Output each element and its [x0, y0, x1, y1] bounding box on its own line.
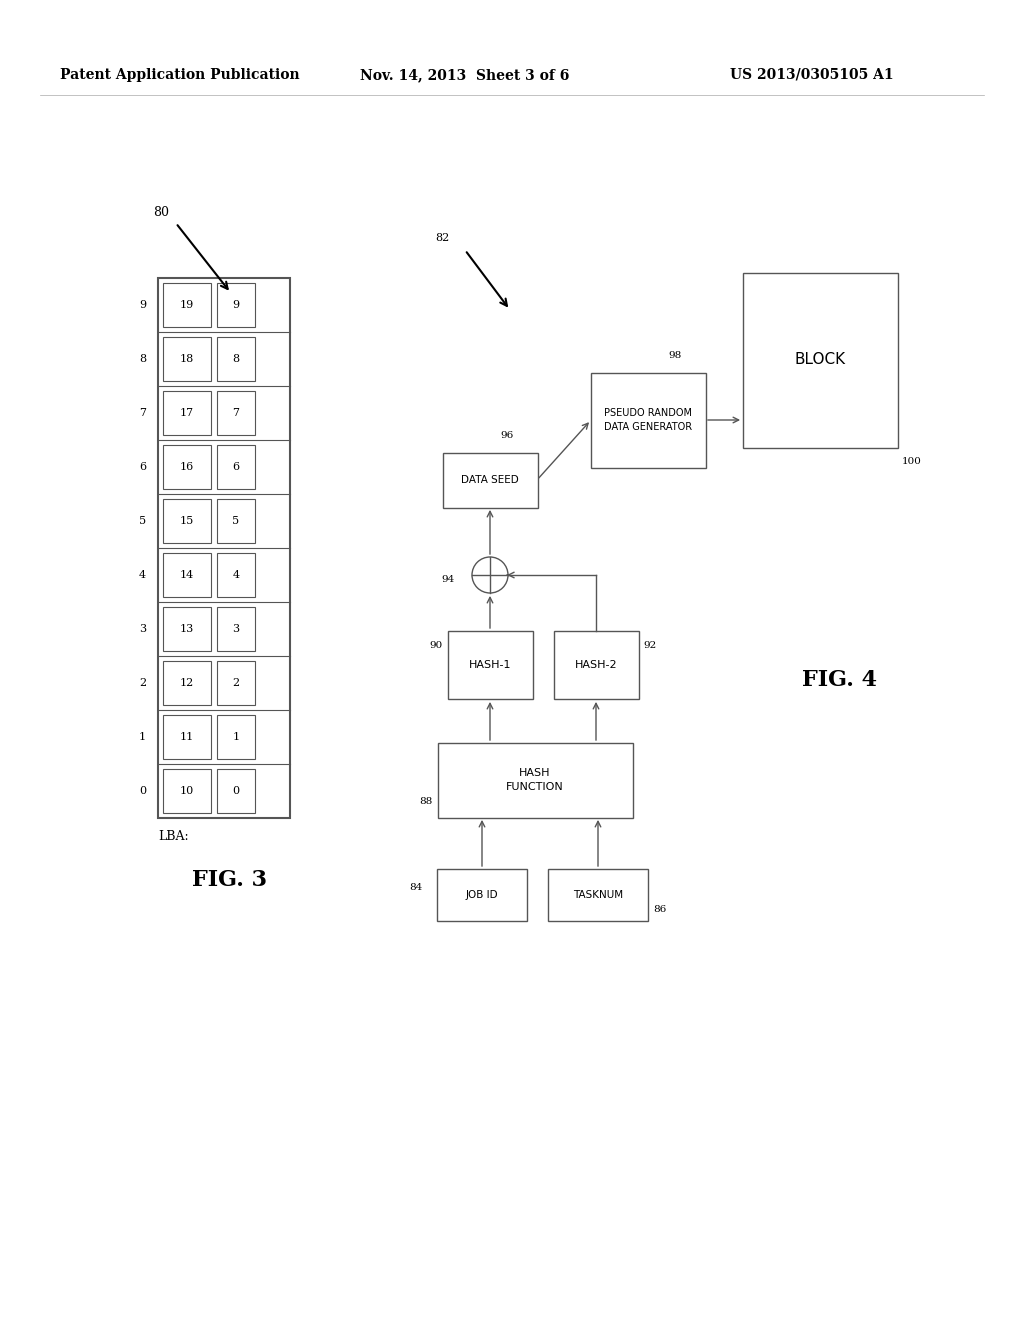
Bar — [217, 607, 255, 651]
Text: Patent Application Publication: Patent Application Publication — [60, 69, 300, 82]
Text: 0: 0 — [139, 785, 146, 796]
Text: 15: 15 — [180, 516, 195, 525]
Text: BLOCK: BLOCK — [795, 352, 846, 367]
Text: LBA:: LBA: — [158, 829, 188, 842]
Text: 94: 94 — [441, 576, 455, 585]
Bar — [163, 391, 211, 436]
Bar — [163, 553, 211, 597]
Bar — [217, 770, 255, 813]
Text: 8: 8 — [139, 354, 146, 364]
Bar — [163, 607, 211, 651]
Text: DATA SEED: DATA SEED — [461, 475, 519, 484]
Text: 4: 4 — [139, 570, 146, 579]
Text: 1: 1 — [232, 733, 240, 742]
Text: 84: 84 — [409, 883, 422, 891]
Bar — [438, 743, 633, 818]
Text: 5: 5 — [139, 516, 146, 525]
Text: 86: 86 — [653, 904, 667, 913]
Text: 98: 98 — [668, 351, 681, 359]
Text: 16: 16 — [180, 462, 195, 473]
Text: 7: 7 — [139, 408, 146, 418]
Text: JOB ID: JOB ID — [466, 890, 499, 900]
Text: 1: 1 — [139, 733, 146, 742]
Text: 90: 90 — [430, 640, 443, 649]
Text: 17: 17 — [180, 408, 195, 418]
Text: 14: 14 — [180, 570, 195, 579]
Bar — [163, 337, 211, 381]
Text: 88: 88 — [420, 797, 433, 807]
Text: 11: 11 — [180, 733, 195, 742]
Bar — [743, 273, 898, 447]
Bar — [217, 391, 255, 436]
Bar — [163, 770, 211, 813]
Bar — [163, 499, 211, 543]
Bar — [163, 282, 211, 327]
Bar — [158, 279, 290, 818]
Bar — [217, 661, 255, 705]
Text: HASH-2: HASH-2 — [574, 660, 617, 671]
Text: 92: 92 — [643, 640, 656, 649]
Text: 7: 7 — [232, 408, 240, 418]
Bar — [591, 374, 706, 469]
Text: 3: 3 — [139, 624, 146, 634]
Text: 19: 19 — [180, 300, 195, 310]
Text: US 2013/0305105 A1: US 2013/0305105 A1 — [730, 69, 894, 82]
Text: Nov. 14, 2013  Sheet 3 of 6: Nov. 14, 2013 Sheet 3 of 6 — [360, 69, 569, 82]
Text: 12: 12 — [180, 678, 195, 688]
Text: HASH
FUNCTION: HASH FUNCTION — [506, 768, 564, 792]
Text: 5: 5 — [232, 516, 240, 525]
Text: FIG. 4: FIG. 4 — [803, 669, 878, 690]
Bar — [554, 631, 639, 700]
Text: 100: 100 — [902, 458, 922, 466]
Bar — [217, 715, 255, 759]
Text: 80: 80 — [153, 206, 169, 219]
Text: 6: 6 — [232, 462, 240, 473]
Text: 3: 3 — [232, 624, 240, 634]
Text: 2: 2 — [232, 678, 240, 688]
Bar — [217, 499, 255, 543]
Bar — [217, 553, 255, 597]
Text: HASH-1: HASH-1 — [469, 660, 511, 671]
Text: 0: 0 — [232, 785, 240, 796]
Text: 9: 9 — [139, 300, 146, 310]
Text: 8: 8 — [232, 354, 240, 364]
Bar — [163, 445, 211, 488]
Bar — [217, 337, 255, 381]
Bar — [217, 282, 255, 327]
Bar — [163, 661, 211, 705]
Bar — [217, 445, 255, 488]
Text: 9: 9 — [232, 300, 240, 310]
Text: PSEUDO RANDOM
DATA GENERATOR: PSEUDO RANDOM DATA GENERATOR — [604, 408, 692, 432]
Text: 6: 6 — [139, 462, 146, 473]
Bar — [548, 869, 648, 921]
Text: TASKNUM: TASKNUM — [573, 890, 623, 900]
Bar — [443, 453, 538, 508]
Text: 18: 18 — [180, 354, 195, 364]
Text: 2: 2 — [139, 678, 146, 688]
Text: 96: 96 — [500, 430, 513, 440]
Bar — [163, 715, 211, 759]
Text: 10: 10 — [180, 785, 195, 796]
Bar — [437, 869, 527, 921]
Text: 13: 13 — [180, 624, 195, 634]
Text: 82: 82 — [436, 234, 450, 243]
Bar — [449, 631, 534, 700]
Text: FIG. 3: FIG. 3 — [193, 869, 267, 891]
Circle shape — [472, 557, 508, 593]
Text: 4: 4 — [232, 570, 240, 579]
